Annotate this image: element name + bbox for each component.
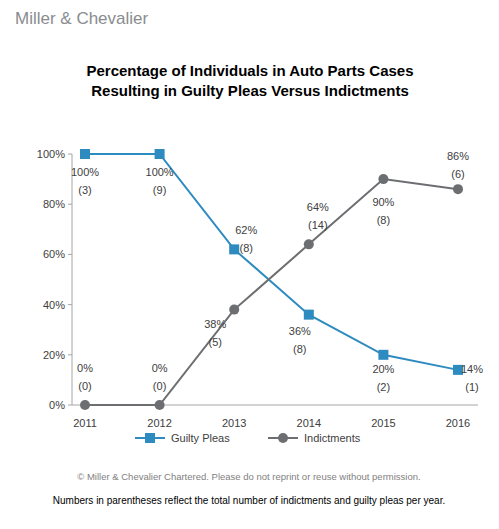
y-tick — [68, 154, 72, 155]
series-line — [85, 179, 458, 405]
footnote: Numbers in parentheses reflect the total… — [53, 495, 445, 506]
x-tick-label: 2016 — [446, 417, 470, 429]
y-tick-label: 20% — [43, 349, 65, 361]
count-label: (1) — [465, 381, 478, 393]
y-tick-label: 60% — [43, 248, 65, 260]
data-label: 86% — [447, 150, 469, 162]
y-tick — [68, 354, 72, 355]
marker — [378, 174, 388, 184]
count-label: (0) — [153, 380, 166, 392]
y-tick — [68, 254, 72, 255]
y-tick-label: 80% — [43, 198, 65, 210]
legend-marker — [278, 433, 288, 443]
marker — [80, 149, 90, 159]
count-label: (8) — [239, 242, 252, 254]
legend-marker — [145, 433, 155, 443]
marker — [155, 149, 165, 159]
y-tick-label: 40% — [43, 299, 65, 311]
data-label: 20% — [372, 363, 394, 375]
count-label: (6) — [451, 168, 464, 180]
marker — [155, 400, 165, 410]
data-label: 14% — [461, 363, 483, 375]
count-label: (9) — [153, 184, 166, 196]
y-tick — [68, 405, 72, 406]
count-label: (0) — [78, 380, 91, 392]
count-label: (2) — [377, 381, 390, 393]
count-label: (14) — [308, 219, 328, 231]
legend-label: Indictments — [304, 432, 361, 444]
marker — [453, 184, 463, 194]
x-tick-label: 2015 — [371, 417, 395, 429]
marker — [304, 310, 314, 320]
data-label: 62% — [235, 224, 257, 236]
marker — [80, 400, 90, 410]
count-label: (8) — [293, 343, 306, 355]
data-label: 0% — [152, 362, 168, 374]
data-label: 64% — [307, 201, 329, 213]
marker — [378, 350, 388, 360]
y-tick — [68, 304, 72, 305]
copyright: © Miller & Chevalier Chartered. Please d… — [77, 471, 420, 482]
logo: Miller & Chevalier — [15, 9, 149, 28]
title: Percentage of Individuals in Auto Parts … — [86, 62, 413, 99]
x-tick-label: 2014 — [297, 417, 321, 429]
marker — [229, 244, 239, 254]
count-label: (3) — [78, 184, 91, 196]
x-tick-label: 2012 — [147, 417, 171, 429]
plot-marks — [80, 149, 463, 410]
data-label: 38% — [204, 318, 226, 330]
data-label: 36% — [289, 325, 311, 337]
x-tick-label: 2013 — [222, 417, 246, 429]
y-axis — [72, 154, 73, 405]
y-tick — [68, 204, 72, 205]
y-tick-label: 100% — [37, 148, 65, 160]
count-label: (8) — [377, 214, 390, 226]
marker — [304, 239, 314, 249]
title-line: Percentage of Individuals in Auto Parts … — [86, 62, 413, 79]
count-label: (5) — [208, 336, 221, 348]
chart: Miller & Chevalier Percentage of Individu… — [0, 0, 499, 529]
data-label: 100% — [146, 166, 174, 178]
series-line — [85, 154, 458, 370]
marker — [229, 305, 239, 315]
x-tick-label: 2011 — [73, 417, 97, 429]
legend-label: Guilty Pleas — [171, 432, 230, 444]
data-label: 100% — [71, 166, 99, 178]
y-tick-label: 0% — [49, 399, 65, 411]
title-line: Resulting in Guilty Pleas Versus Indictm… — [91, 82, 409, 99]
data-label: 90% — [372, 196, 394, 208]
data-label: 0% — [77, 362, 93, 374]
